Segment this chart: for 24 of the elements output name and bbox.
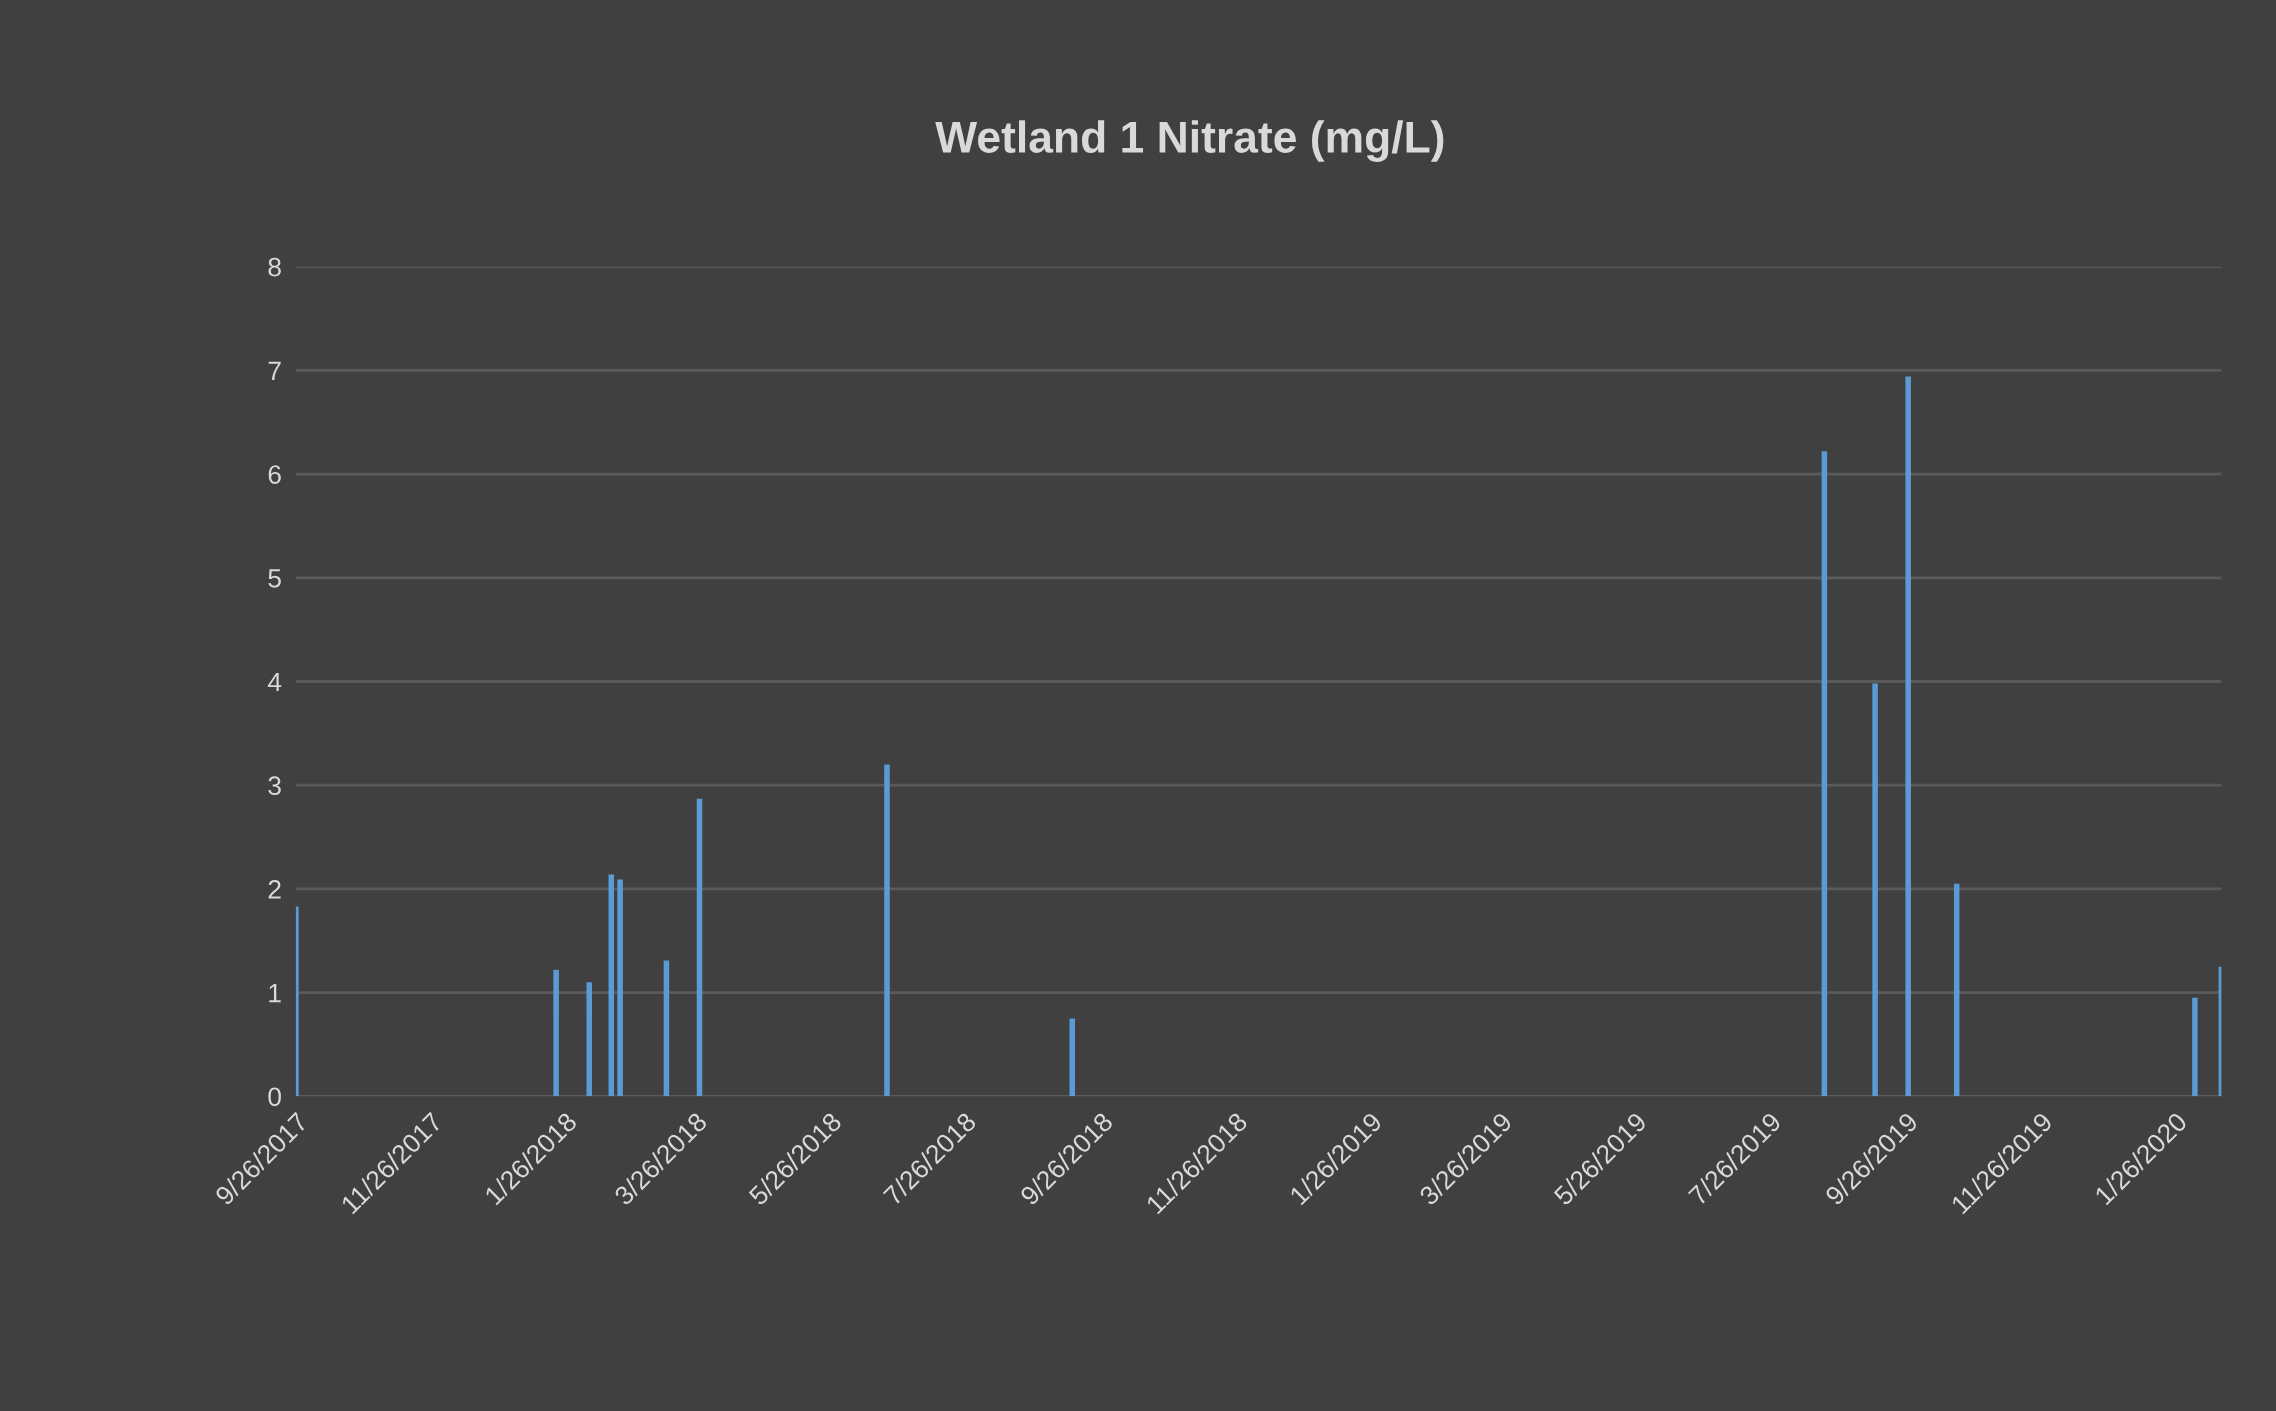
bar	[586, 982, 592, 1097]
y-tick-label: 7	[268, 361, 281, 380]
y-tick-label: 5	[268, 569, 281, 588]
bar	[1821, 451, 1828, 1097]
y-tick-label: 2	[268, 880, 281, 899]
y-tick-label: 3	[268, 776, 281, 796]
bar	[608, 874, 615, 1097]
bar	[553, 969, 559, 1097]
bar	[1069, 1018, 1076, 1097]
bar	[2192, 997, 2198, 1097]
bar	[617, 879, 623, 1097]
bar	[1953, 883, 1960, 1097]
bar	[1905, 376, 1911, 1097]
y-tick-label: 6	[268, 465, 281, 484]
y-tick-label: 0	[268, 1087, 281, 1107]
y-tick-label: 8	[268, 257, 281, 277]
bar	[696, 798, 703, 1097]
bar	[295, 906, 299, 1097]
bar	[663, 960, 670, 1097]
y-tick-label: 1	[269, 984, 281, 1003]
bar	[1872, 683, 1878, 1097]
y-tick-label: 4	[267, 672, 282, 692]
chart-title: Wetland 1 Nitrate (mg/L)	[935, 120, 1444, 162]
bar	[884, 764, 890, 1097]
